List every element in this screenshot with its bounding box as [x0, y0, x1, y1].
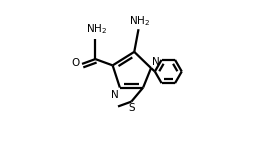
Text: N: N [152, 57, 159, 67]
Text: S: S [128, 103, 135, 113]
Text: N: N [111, 90, 118, 100]
Text: NH$_2$: NH$_2$ [129, 14, 150, 28]
Text: O: O [72, 57, 80, 67]
Text: NH$_2$: NH$_2$ [86, 23, 107, 36]
